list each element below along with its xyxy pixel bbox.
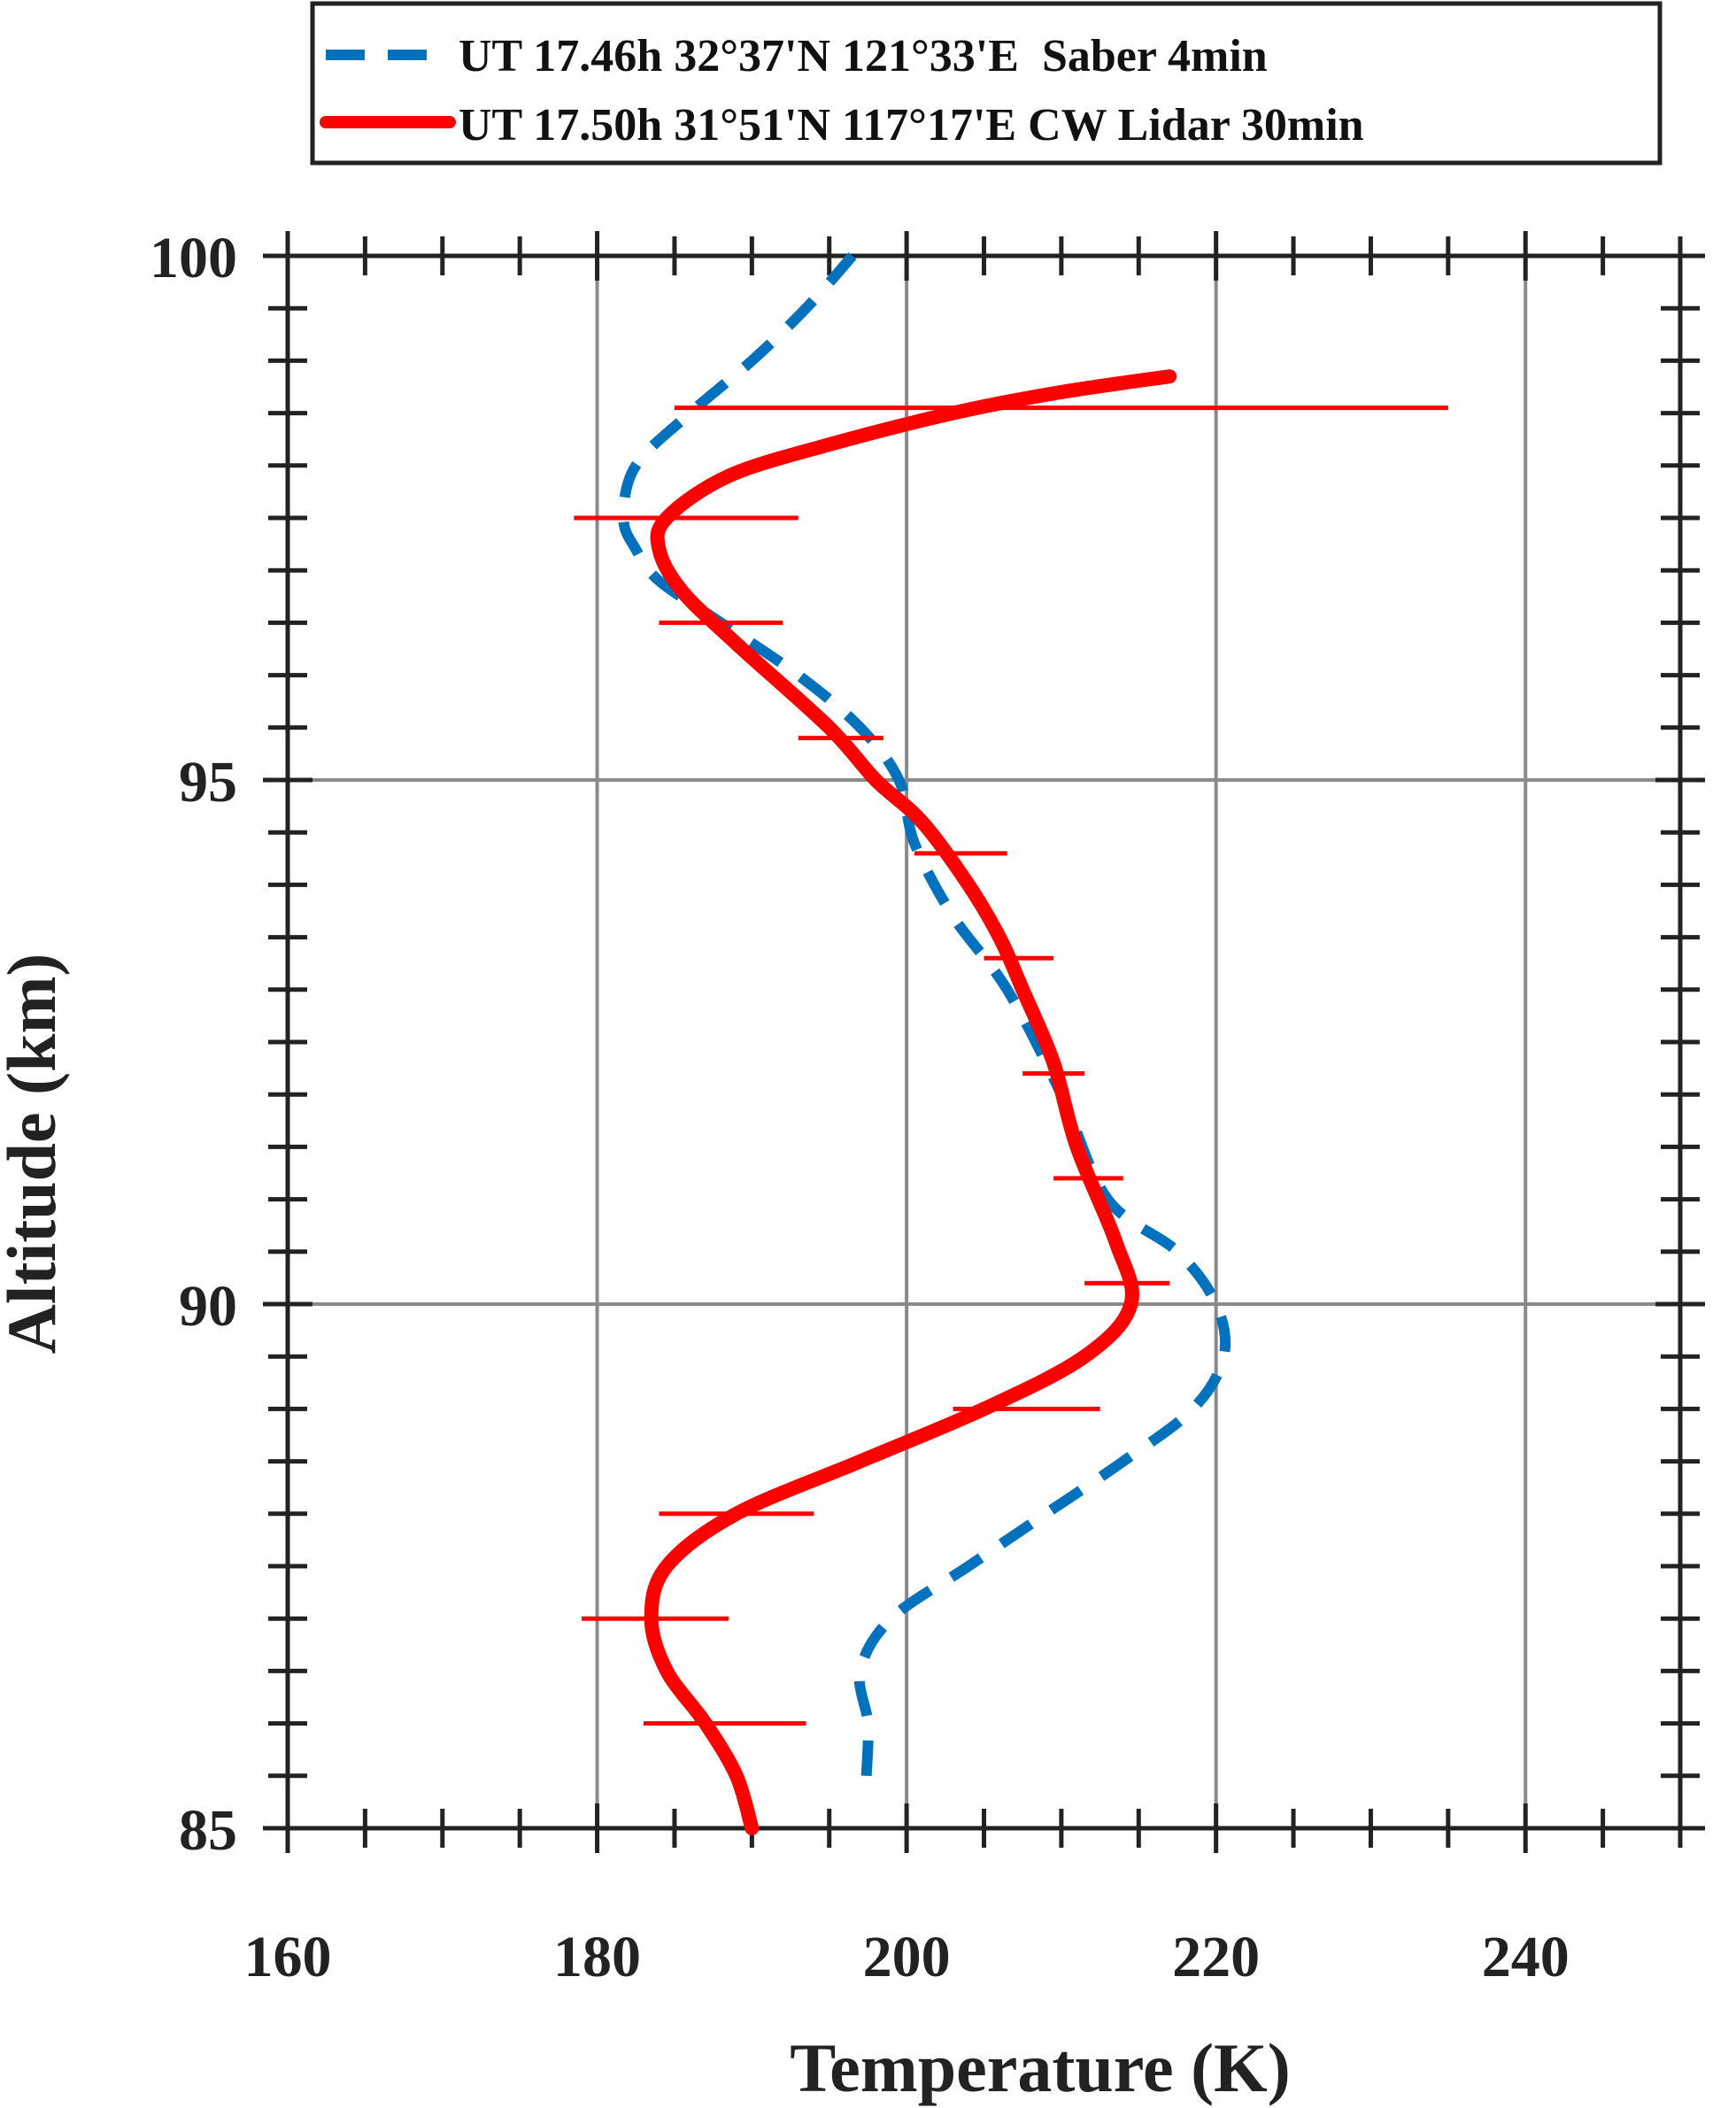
x-tick-label: 200 xyxy=(863,1925,951,1989)
series-line-saber xyxy=(618,252,1231,1777)
legend-label-lidar: UT 17.50h 31°51'N 117°17'E CW Lidar 30mi… xyxy=(459,100,1364,151)
y-tick-label: 95 xyxy=(179,750,237,815)
series xyxy=(618,252,1231,1835)
y-tick-labels: 85 90 95 100 xyxy=(150,226,237,1863)
series-line-lidar xyxy=(644,369,1177,1835)
y-tick-label: 85 xyxy=(179,1798,237,1863)
x-axis-title: Temperature (K) xyxy=(790,2029,1290,2106)
x-tick-label: 180 xyxy=(553,1925,641,1989)
y-tick-label: 90 xyxy=(179,1274,237,1339)
y-tick-label: 100 xyxy=(150,226,237,290)
x-tick-label: 220 xyxy=(1172,1925,1260,1989)
legend-box xyxy=(310,1,1663,166)
legend-label-saber: UT 17.46h 32°37'N 121°33'E Saber 4min xyxy=(459,31,1268,81)
plot-frame xyxy=(285,253,1683,1831)
y-axis-title: Altitude (km) xyxy=(0,954,70,1355)
x-tick-label: 160 xyxy=(244,1925,332,1989)
x-tick-labels: 160 180 200 220 240 xyxy=(244,1925,1570,1989)
grid xyxy=(288,256,1680,1828)
error-bars xyxy=(574,405,1448,1726)
x-tick-label: 240 xyxy=(1482,1925,1570,1989)
legend: UT 17.46h 32°37'N 121°33'E Saber 4min UT… xyxy=(310,1,1663,166)
